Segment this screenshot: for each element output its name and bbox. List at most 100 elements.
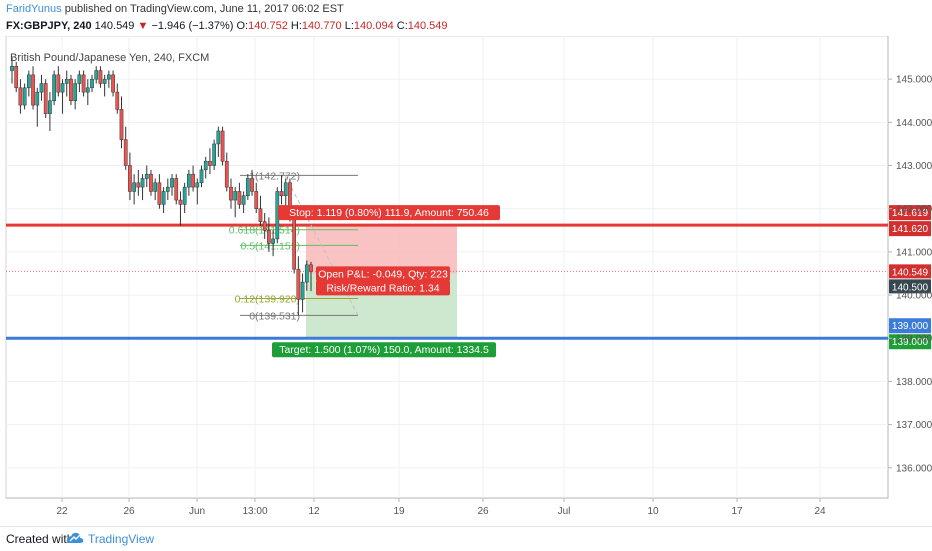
candle-down	[254, 191, 259, 209]
candle-down	[279, 191, 284, 197]
candle-up	[300, 281, 305, 300]
close-value: 140.549	[407, 20, 448, 32]
candle-down	[250, 178, 254, 192]
ohlc-line: FX:GBPJPY, 240 140.549 ▼ −1.946 (−1.37%)…	[6, 20, 448, 32]
position-labels: Stop: 1.119 (0.80%) 111.9, Amount: 750.4…	[272, 205, 500, 358]
chart-area[interactable]: 141.619 141.620 139.000 139.000 140.549 140.5…	[0, 35, 932, 526]
candle-down	[292, 217, 297, 270]
y-tick-label: 137.000	[896, 420, 932, 431]
candle-up	[64, 78, 69, 84]
candle-up	[304, 264, 309, 283]
candle-up	[10, 65, 14, 71]
candle-down	[191, 173, 195, 188]
y-tick-label: 138.000	[896, 377, 932, 388]
low-label: L:	[344, 20, 354, 32]
candle-up	[26, 74, 31, 89]
y-tick-label: 141.000	[896, 247, 932, 258]
candle-down	[69, 78, 73, 102]
candle-up	[245, 178, 250, 197]
candle-down	[296, 268, 301, 300]
published-text: published on TradingView.com, June 11, 2…	[64, 3, 344, 15]
candle-up	[203, 160, 208, 171]
y-tick-label: 145.000	[896, 75, 932, 86]
low-value: 140.094	[353, 20, 394, 32]
ratio-label: Risk/Reward Ratio: 1.34	[326, 282, 439, 294]
target-label: Target: 1.500 (1.07%) 150.0, Amount: 133…	[279, 344, 489, 356]
candle-up	[85, 87, 90, 93]
pnl-label-bg	[316, 266, 450, 282]
candle-down	[119, 109, 124, 140]
stop-label-bg	[278, 205, 500, 221]
candle-up	[216, 130, 221, 145]
candle-up	[199, 169, 204, 184]
candle-down	[18, 87, 23, 106]
y-tick-label: 144.000	[896, 118, 932, 129]
candle-up	[182, 186, 187, 205]
price-label-bg	[889, 318, 931, 334]
candle-up	[161, 191, 166, 205]
x-tick-label: 13:00	[242, 506, 267, 517]
candle-up	[283, 182, 288, 197]
candle-down	[31, 74, 35, 106]
current-price-label: 140.549	[892, 267, 929, 278]
footer: Created with TradingView	[0, 526, 932, 551]
tradingview-cloud-icon[interactable]	[66, 531, 84, 545]
last-price: 140.549	[94, 20, 135, 32]
created-with-label: Created with	[6, 532, 74, 546]
fib-trend-line	[284, 175, 359, 316]
candle-up	[132, 182, 136, 192]
candle-up	[94, 70, 99, 80]
candle-up	[35, 91, 40, 106]
candle-up	[22, 87, 27, 106]
candle-down	[220, 130, 225, 162]
price-label: 141.620	[892, 224, 929, 235]
high-label: H:	[290, 20, 302, 32]
candle-down	[111, 74, 115, 93]
fib-level-label: 0(139.531)	[249, 310, 300, 322]
symbol-label: FX:GBPJPY, 240	[6, 20, 92, 32]
change-down-icon: ▼	[137, 20, 149, 32]
candle-down	[81, 74, 86, 93]
price-label-bg	[889, 334, 931, 350]
candle-down	[309, 264, 313, 272]
chart-header: FaridYunus published on TradingView.com,…	[0, 0, 932, 36]
candle-down	[98, 70, 103, 84]
candle-down	[157, 182, 162, 205]
y-tick-label: 143.000	[896, 161, 932, 172]
fib-level-label: 1(142.772)	[249, 170, 300, 182]
candle-down	[149, 173, 153, 192]
candle-down	[237, 191, 242, 205]
change-value: −1.946 (−1.37%)	[151, 20, 234, 32]
candle-up	[140, 178, 145, 188]
candle-up	[144, 173, 149, 179]
time-axis[interactable]: 22 26 Jun 13:00 12 19 26 Jul 10 17 24	[56, 498, 826, 517]
price-label: 139.000	[892, 321, 929, 332]
candle-down	[174, 178, 179, 201]
stop-label: Stop: 1.119 (0.80%) 111.9, Amount: 750.4…	[289, 207, 489, 219]
price-axis[interactable]: 145.000 144.000 143.000 142.000 141.000 140.0…	[888, 75, 932, 475]
open-value: 140.752	[248, 20, 288, 32]
candle-down	[267, 230, 271, 244]
stop-zone	[306, 225, 457, 274]
x-tick-label: Jun	[189, 506, 205, 517]
chart-title: British Pound/Japanese Yen, 240, FXCM	[10, 52, 209, 64]
x-tick-label: 10	[647, 506, 659, 517]
y-tick-label: 136.000	[896, 463, 932, 474]
candle-down	[178, 199, 183, 205]
horizontal-levels: 141.619 141.620 139.000 139.000 140.549 140.5…	[6, 205, 931, 350]
candle-down	[229, 186, 233, 201]
candle-down	[43, 83, 48, 114]
tradingview-brand-link[interactable]: TradingView	[88, 532, 155, 546]
x-tick-label: 19	[393, 506, 405, 517]
candle-down	[258, 208, 263, 222]
fib-level-label: 0.5(141.151)	[240, 240, 300, 252]
y-tick-label: 142.000	[896, 204, 932, 215]
price-chart[interactable]: 141.619 141.620 139.000 139.000 140.549 140.5…	[0, 35, 932, 526]
candle-down	[128, 165, 132, 192]
x-tick-label: Jul	[558, 506, 571, 517]
candle-up	[73, 83, 78, 102]
candle-up	[212, 143, 216, 166]
candle-down	[136, 182, 141, 188]
candle-down	[262, 221, 267, 231]
author-link[interactable]: FaridYunus	[6, 3, 62, 15]
